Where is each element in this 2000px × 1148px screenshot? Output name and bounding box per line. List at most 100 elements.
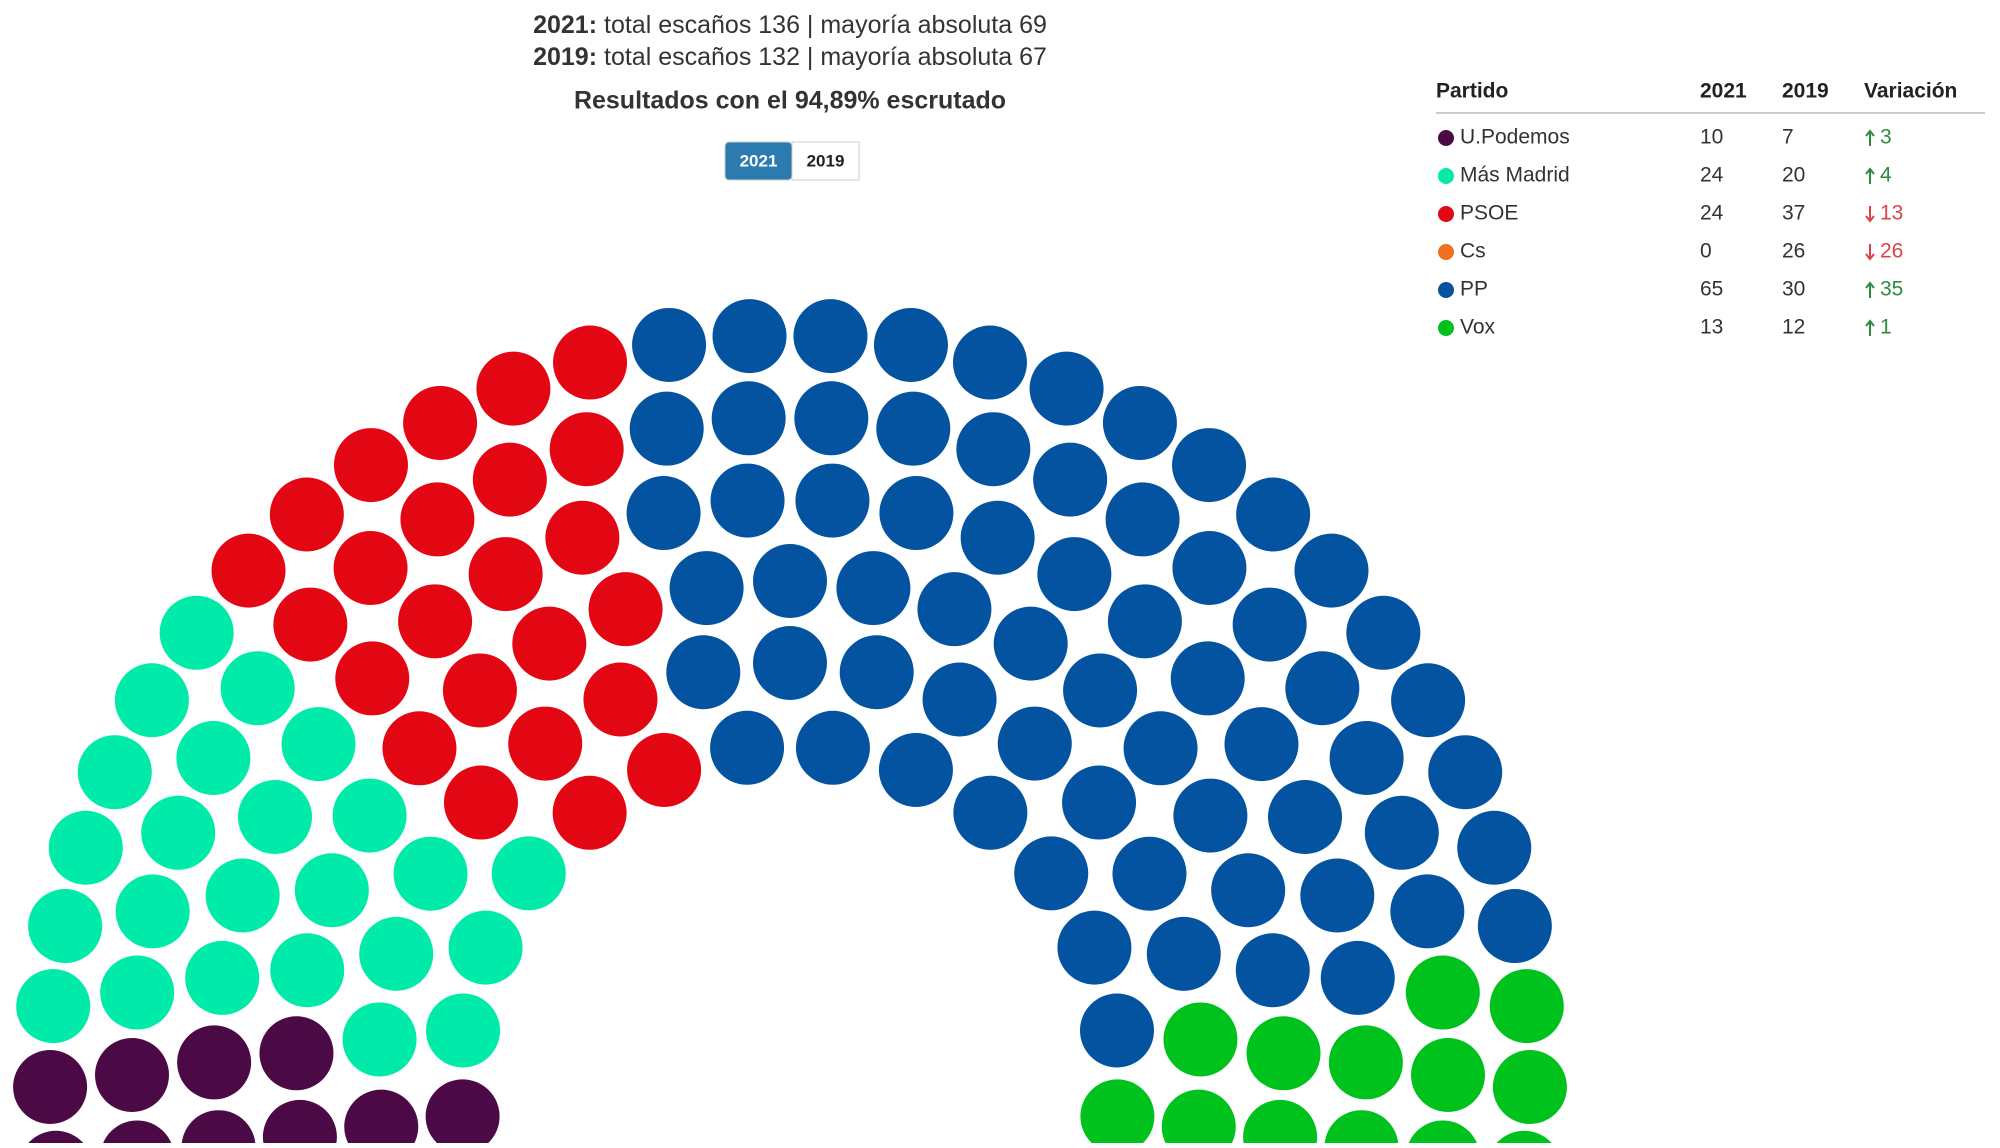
line-text: total escaños 132 | mayoría absoluta 67 (604, 43, 1047, 71)
seat (176, 721, 251, 796)
seat (1014, 836, 1089, 911)
seat (294, 853, 369, 928)
seat (1146, 916, 1221, 991)
seat (1105, 482, 1180, 557)
seat (1285, 651, 1360, 726)
seats-2019: 7 (1782, 126, 1794, 149)
party-dot (1438, 282, 1454, 298)
seat (24, 1130, 88, 1148)
seat (491, 836, 566, 911)
seat (1163, 1002, 1238, 1077)
seat (269, 477, 344, 552)
seat (472, 442, 547, 517)
seat (443, 765, 518, 840)
seat (1080, 1079, 1155, 1148)
seat (1062, 765, 1137, 840)
party-dot (1438, 206, 1454, 222)
seat (997, 706, 1072, 781)
year-button-label[interactable]: 2019 (807, 151, 845, 170)
seat (1243, 1099, 1318, 1148)
seat (333, 531, 408, 606)
seat (1492, 1130, 1556, 1148)
year-button[interactable] (791, 141, 860, 181)
seat (1428, 735, 1503, 810)
seat (1172, 531, 1247, 606)
seat (1211, 853, 1286, 928)
seat (1489, 969, 1564, 1044)
variation: 4 (1880, 164, 1892, 187)
seat (1246, 1016, 1321, 1091)
seat (917, 572, 992, 647)
seat (1063, 653, 1138, 728)
seat (425, 1079, 500, 1148)
seat (476, 351, 551, 426)
column-header: 2019 (1782, 80, 1829, 103)
seat (100, 955, 175, 1030)
arrow-up (1865, 319, 1875, 336)
seat (1300, 858, 1375, 933)
arrow-down (1865, 206, 1875, 223)
seat (1170, 641, 1245, 716)
seat (342, 1002, 417, 1077)
seat (95, 1038, 169, 1112)
seat (468, 537, 543, 612)
seat (1407, 1120, 1479, 1148)
seat (1405, 955, 1480, 1030)
year-button-label[interactable]: 2021 (740, 151, 778, 170)
header-line: 2019: total escaños 132 | mayoría absolu… (533, 43, 1047, 71)
seat (836, 551, 911, 626)
seats-2019: 37 (1782, 202, 1805, 225)
seat (1329, 721, 1404, 796)
seat (552, 775, 627, 850)
seat (710, 463, 785, 538)
seat (553, 325, 628, 400)
seat (753, 544, 827, 618)
seat (632, 307, 707, 382)
header: 2021: total escaños 136 | mayoría absolu… (533, 11, 1047, 115)
party-dot (1438, 244, 1454, 260)
seat (1457, 810, 1532, 885)
seat (512, 606, 587, 681)
seat (205, 858, 280, 933)
party-dot (1438, 168, 1454, 184)
seat (960, 500, 1035, 575)
seat (141, 795, 216, 870)
seat (839, 635, 914, 710)
seat (426, 993, 501, 1068)
seat (1173, 778, 1248, 853)
seats-2019: 20 (1782, 164, 1805, 187)
arrow-up (1865, 129, 1875, 146)
seat (403, 385, 478, 460)
party-name: Cs (1460, 240, 1486, 263)
seat (115, 874, 190, 949)
seat (1390, 874, 1465, 949)
seat (238, 780, 313, 855)
seat (281, 707, 356, 782)
seat (448, 910, 523, 985)
year-toggle: 2021 2019 (724, 141, 860, 181)
arrow-up (1865, 167, 1875, 184)
seat (400, 482, 475, 557)
party-name: Vox (1460, 316, 1496, 339)
seat (270, 933, 345, 1008)
seat (1364, 795, 1439, 870)
seat (795, 710, 870, 785)
seat (177, 1025, 252, 1100)
year: 2019: (533, 43, 597, 71)
seat (1079, 993, 1154, 1068)
seats-2019: 30 (1782, 278, 1805, 301)
seat (1324, 1110, 1399, 1148)
column-header: Variación (1864, 80, 1957, 103)
seat (1123, 711, 1198, 786)
header-line: 2021: total escaños 136 | mayoría absolu… (533, 11, 1047, 39)
seat (627, 732, 702, 807)
variation: 26 (1880, 240, 1903, 263)
seat (1411, 1038, 1485, 1112)
seat (159, 595, 234, 670)
seat (77, 735, 152, 810)
seat (1232, 587, 1307, 662)
variation: 35 (1880, 278, 1903, 301)
seat (220, 651, 295, 726)
seat (382, 711, 457, 786)
